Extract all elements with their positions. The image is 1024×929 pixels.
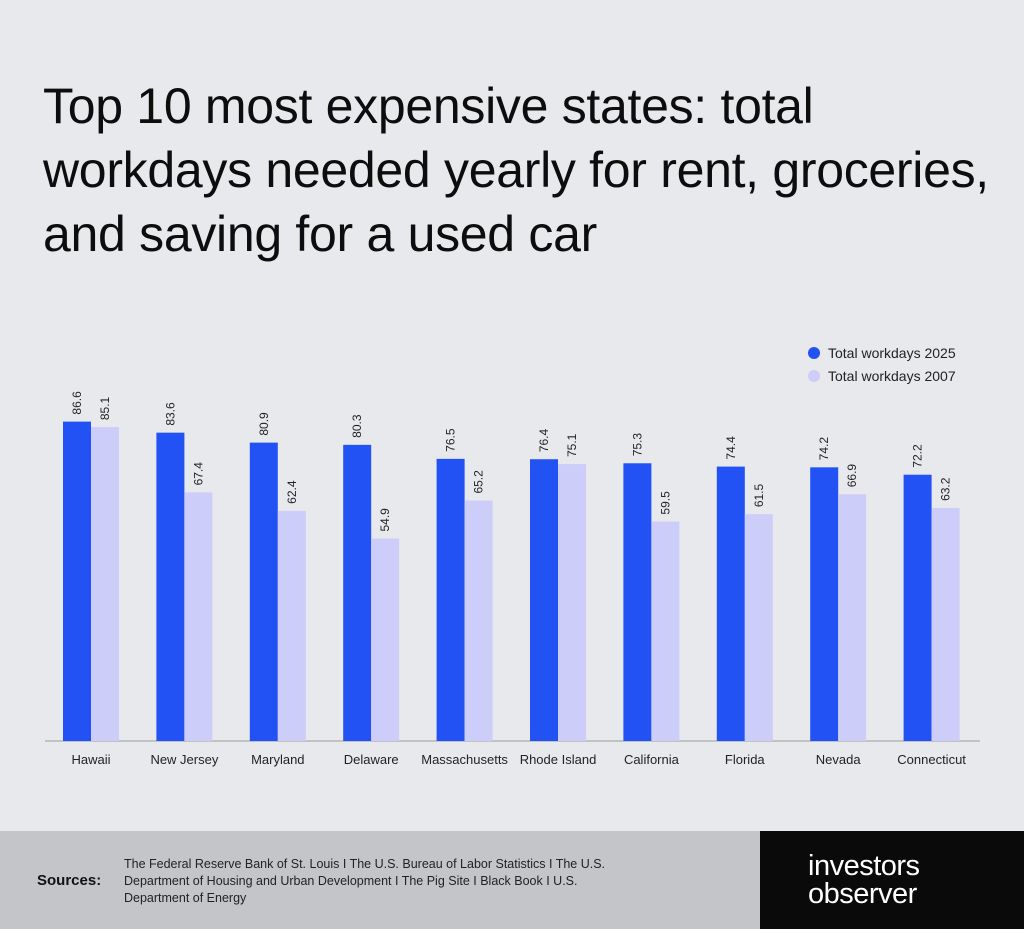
data-label: 75.1 [565, 433, 579, 457]
bar-2007 [651, 521, 680, 741]
bar-2025 [716, 466, 745, 741]
bar-2025 [903, 474, 932, 741]
x-tick-label: Connecticut [897, 752, 966, 767]
data-label: 67.4 [191, 462, 205, 486]
bar-2007 [184, 492, 213, 741]
brand-logo-line2: observer [808, 878, 917, 910]
brand-logo-line1: investors [808, 850, 920, 882]
chart-title: Top 10 most expensive states: total work… [43, 78, 989, 262]
data-label: 61.5 [752, 483, 766, 507]
data-label: 75.3 [630, 433, 644, 457]
x-tick-label: Delaware [344, 752, 399, 767]
bar-2025 [249, 442, 278, 741]
bar-2007 [558, 464, 586, 741]
legend-swatch-2007 [808, 369, 820, 382]
brand-logo: investors observer [760, 831, 1024, 929]
sources-footer: Sources: The Federal Reserve Bank of St.… [0, 831, 760, 929]
sources-label: Sources: [37, 872, 102, 889]
x-tick-label: Nevada [816, 752, 862, 767]
data-label: 83.6 [163, 402, 177, 426]
data-label: 80.3 [350, 414, 364, 438]
bar-2025 [63, 421, 91, 741]
sources-text: The Federal Reserve Bank of St. Louis I … [124, 857, 606, 905]
data-label: 76.5 [444, 428, 458, 452]
legend-swatch-2025 [808, 346, 820, 359]
bar-2025 [156, 432, 185, 741]
bar-2025 [530, 459, 558, 741]
data-label: 54.9 [378, 508, 392, 532]
data-label: 74.4 [724, 436, 738, 460]
legend-label-2007: Total workdays 2007 [828, 367, 956, 384]
x-tick-label: Massachusetts [421, 752, 508, 767]
bar-2025 [436, 458, 465, 741]
legend-label-2025: Total workdays 2025 [828, 344, 956, 361]
bar-2007 [371, 538, 400, 741]
data-label: 59.5 [658, 491, 672, 515]
bar-2007 [744, 514, 773, 741]
data-label: 74.2 [817, 437, 831, 461]
x-tick-label: Rhode Island [520, 752, 597, 767]
x-tick-label: Florida [725, 752, 766, 767]
bar-chart: 86.6 85.1 Hawaii 83.6 67.4 New Jersey 80.9 62.4… [45, 391, 980, 767]
chart-legend: Total workdays 2025 Total workdays 2007 [808, 341, 956, 387]
bar-2007 [91, 427, 119, 741]
legend-item-2007: Total workdays 2007 [808, 364, 956, 387]
bar-2007 [464, 500, 493, 741]
bar-2025 [343, 444, 372, 741]
data-label: 85.1 [98, 396, 112, 420]
x-tick-label: Hawaii [71, 752, 110, 767]
data-label: 86.6 [70, 391, 84, 415]
x-tick-label: California [624, 752, 680, 767]
data-label: 62.4 [285, 480, 299, 504]
data-label: 72.2 [911, 444, 925, 468]
data-label: 80.9 [257, 412, 271, 436]
bar-2025 [623, 463, 652, 741]
legend-item-2025: Total workdays 2025 [808, 341, 956, 364]
bar-2007 [277, 510, 306, 741]
bar-2007 [931, 507, 960, 741]
x-tick-label: Maryland [251, 752, 304, 767]
x-tick-label: New Jersey [150, 752, 218, 767]
bar-2025 [810, 467, 839, 741]
data-label: 63.2 [939, 477, 953, 501]
bar-2007 [838, 494, 867, 741]
data-label: 66.9 [845, 464, 859, 488]
data-label: 76.4 [537, 429, 551, 453]
data-label: 65.2 [472, 470, 486, 494]
